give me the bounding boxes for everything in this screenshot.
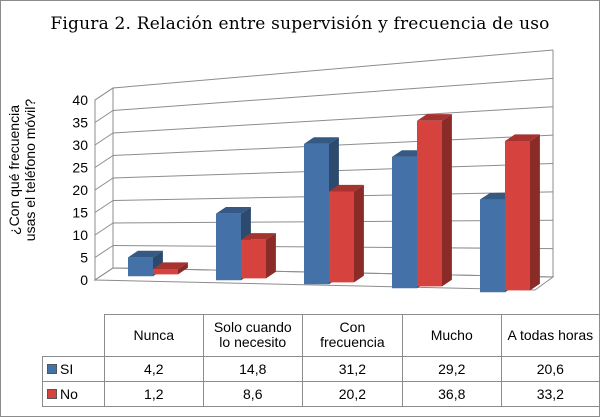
bar-no-2: [241, 233, 276, 279]
gridline: [112, 49, 554, 89]
y-tick-label: 0: [80, 272, 88, 288]
data-table: Nunca Solo cuando lo necesito Con frecuencia…: [42, 314, 600, 407]
category-header: A todas horas: [500, 314, 600, 357]
category-header: Solo cuando lo necesito: [202, 314, 303, 357]
gridline-side: [94, 222, 114, 236]
table-cell: 36,8: [401, 380, 502, 407]
y-tick-label: 30: [72, 137, 88, 153]
category-header: Mucho: [401, 314, 502, 357]
gridline: [112, 106, 554, 134]
series-name: No: [60, 385, 78, 402]
table-cell: 8,6: [202, 380, 303, 407]
y-tick-label: 5: [80, 250, 88, 266]
bar-no-4: [417, 114, 452, 287]
series-label-cell: No: [42, 380, 105, 407]
gridline-side: [94, 132, 114, 146]
category-header: Con frecuencia: [301, 314, 403, 357]
legend-swatch: [47, 363, 57, 374]
series-name: SI: [60, 360, 74, 377]
table-cell: 1,2: [103, 380, 204, 407]
category-label: Mucho: [430, 326, 473, 343]
category-label-line2: lo necesito: [219, 334, 287, 351]
bar-no-5: [505, 134, 540, 291]
table-cell: 14,8: [202, 355, 303, 382]
table-header-row: Nunca Solo cuando lo necesito Con frecuencia…: [42, 314, 600, 357]
category-label: Solo cuando: [213, 319, 292, 336]
gridline-side: [94, 110, 114, 123]
table-row: No 1,2 8,6 20,2 36,8 33,2: [42, 380, 600, 407]
category-label: Nunca: [133, 326, 175, 343]
y-tick-label: 25: [72, 160, 88, 176]
gridline: [112, 77, 554, 111]
legend-swatch: [47, 388, 57, 399]
gridline-side: [94, 200, 114, 213]
series-label-cell: SI: [42, 355, 105, 382]
category-label-line2: frecuencia: [320, 334, 385, 351]
bar-no-3: [329, 184, 364, 283]
y-axis-ticks: 0 5 10 15 20 25 30 35 40: [72, 92, 88, 288]
table-row: SI 4,2 14,8 31,2 29,2 20,6: [42, 355, 600, 382]
category-label: A todas horas: [507, 326, 594, 343]
y-tick-label: 35: [72, 115, 88, 131]
y-tick-label: 40: [72, 92, 88, 108]
gridline-side: [94, 155, 114, 168]
category-header: Nunca: [103, 314, 204, 357]
table-cell: 33,2: [500, 380, 600, 407]
table-cell: 29,2: [401, 355, 502, 382]
chart-title: Figura 2. Relación entre supervisión y f…: [50, 14, 550, 34]
table-cell: 20,2: [301, 380, 403, 407]
table-cell: 20,6: [500, 355, 600, 382]
gridline-side: [94, 87, 114, 101]
bars: [128, 114, 540, 293]
category-label: Con: [339, 319, 366, 336]
y-tick-label: 15: [72, 205, 88, 221]
bar-no-1: [153, 262, 188, 275]
gridline-side: [94, 177, 114, 191]
y-tick-label: 20: [72, 182, 88, 198]
table-cell: 31,2: [301, 355, 403, 382]
gridline-side: [94, 267, 114, 281]
y-tick-label: 10: [72, 227, 88, 243]
gridline-side: [94, 245, 114, 258]
table-cell: 4,2: [103, 355, 204, 382]
